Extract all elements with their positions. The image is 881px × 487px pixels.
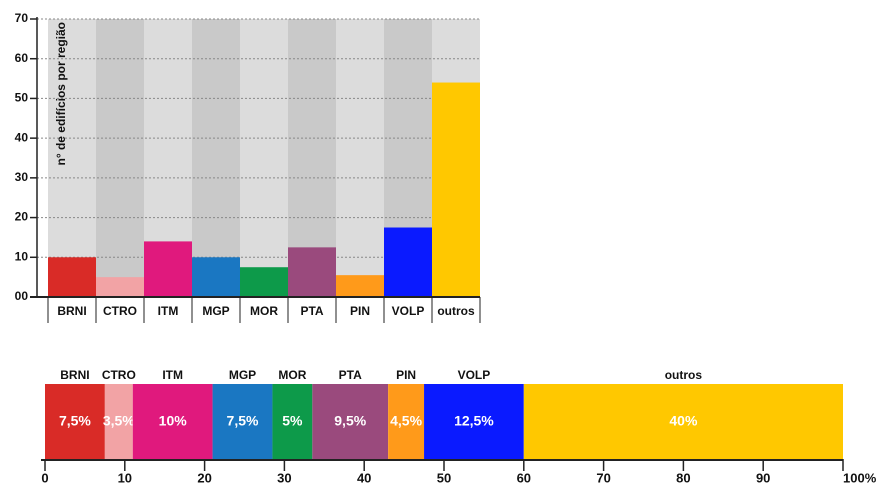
x-tick-label: 90 (756, 470, 770, 485)
category-label: MOR (278, 368, 306, 382)
category-label: MGP (229, 368, 256, 382)
bar-segment (45, 384, 105, 459)
y-tick-label: 70 (15, 11, 29, 25)
x-tick-label: outros (437, 304, 475, 318)
x-tick-label: 20 (197, 470, 211, 485)
x-tick-label: CTRO (103, 304, 137, 318)
value-label: 4,5% (390, 413, 422, 429)
value-label: 7,5% (227, 413, 259, 429)
x-tick-label: 60 (517, 470, 531, 485)
bar-segment (272, 384, 313, 459)
bar-segment (212, 384, 273, 459)
bar (48, 257, 96, 297)
bar (384, 227, 432, 297)
bar (144, 241, 192, 297)
x-tick-label: PTA (300, 304, 323, 318)
value-label: 7,5% (59, 413, 91, 429)
x-tick-label: PIN (350, 304, 370, 318)
y-tick-label: 50 (15, 91, 29, 105)
bar (96, 277, 144, 297)
value-label: 3,5% (103, 413, 135, 429)
value-label: 9,5% (334, 413, 366, 429)
x-tick-label: 70 (596, 470, 610, 485)
category-label: ITM (162, 368, 183, 382)
x-tick-label: ITM (158, 304, 179, 318)
column-background (48, 19, 96, 297)
y-axis-label: n° de edifícios por região (54, 22, 68, 166)
value-label: 5% (282, 413, 303, 429)
x-tick-label: 10 (118, 470, 132, 485)
bar (288, 247, 336, 297)
x-tick-label: 100% (843, 470, 877, 485)
y-tick-label: 20 (15, 210, 29, 224)
x-tick-label: 40 (357, 470, 371, 485)
bar-segment (523, 384, 843, 459)
bar-segment (312, 384, 389, 459)
x-tick-label: 80 (676, 470, 690, 485)
x-tick-label: VOLP (392, 304, 425, 318)
column-background (192, 19, 240, 297)
bar (192, 257, 240, 297)
column-background (96, 19, 144, 297)
bar (336, 275, 384, 297)
y-tick-label: 00 (15, 289, 29, 303)
x-tick-label: BRNI (57, 304, 86, 318)
x-tick-label: MGP (202, 304, 229, 318)
x-tick-label: MOR (250, 304, 278, 318)
y-tick-label: 30 (15, 170, 29, 184)
category-label: outros (665, 368, 703, 382)
category-label: PTA (339, 368, 362, 382)
column-background (336, 19, 384, 297)
y-tick-label: 60 (15, 51, 29, 65)
column-background (240, 19, 288, 297)
category-label: CTRO (102, 368, 136, 382)
value-label: 40% (669, 413, 698, 429)
bar-segment (104, 384, 133, 459)
category-label: VOLP (458, 368, 491, 382)
bar-segment (388, 384, 425, 459)
x-tick-label: 0 (41, 470, 48, 485)
bar-segment (424, 384, 524, 459)
x-tick-label: 50 (437, 470, 451, 485)
category-label: BRNI (60, 368, 89, 382)
value-label: 12,5% (454, 413, 494, 429)
category-label: PIN (396, 368, 416, 382)
y-tick-label: 40 (15, 130, 29, 144)
y-tick-label: 10 (15, 249, 29, 263)
bar (240, 267, 288, 297)
value-label: 10% (159, 413, 188, 429)
x-tick-label: 30 (277, 470, 291, 485)
bar (432, 82, 480, 298)
bar-segment (132, 384, 213, 459)
